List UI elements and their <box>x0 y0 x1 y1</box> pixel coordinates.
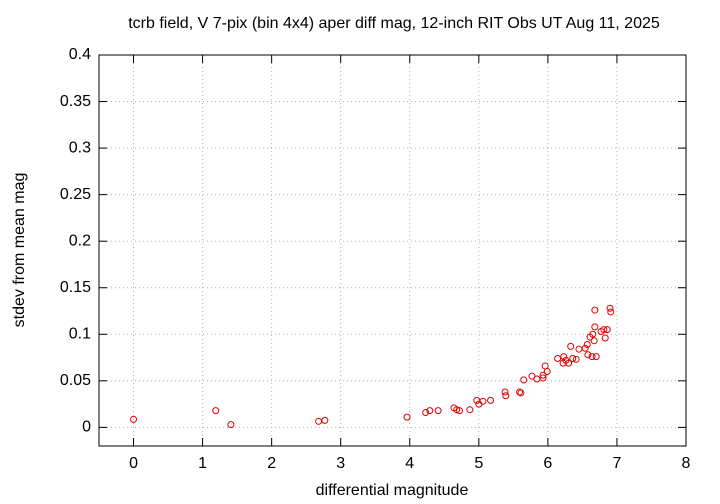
x-tick-label: 5 <box>474 455 483 472</box>
point <box>569 354 577 362</box>
point <box>539 374 547 382</box>
point <box>502 392 510 400</box>
point <box>466 406 474 414</box>
point <box>543 368 551 376</box>
point <box>592 353 600 361</box>
point <box>603 326 611 334</box>
y-tick-label: 0.35 <box>60 93 91 110</box>
y-tick-label: 0.1 <box>69 326 91 343</box>
point <box>591 306 599 314</box>
point <box>403 413 411 421</box>
x-tick-label: 2 <box>267 455 276 472</box>
y-axis-label: stdev from mean mag <box>11 173 28 328</box>
point <box>591 323 599 331</box>
point <box>560 353 568 361</box>
y-tick-label: 0 <box>82 419 91 436</box>
point <box>130 415 138 423</box>
point <box>588 353 596 361</box>
point <box>487 396 495 404</box>
y-tick-label: 0.15 <box>60 279 91 296</box>
point <box>600 326 608 334</box>
x-tick-label: 7 <box>612 455 621 472</box>
point <box>520 376 528 384</box>
point <box>589 330 597 338</box>
point <box>426 407 434 415</box>
x-tick-label: 8 <box>682 455 691 472</box>
y-tick-label: 0.25 <box>60 186 91 203</box>
x-tick-label: 4 <box>405 455 414 472</box>
point <box>565 359 573 367</box>
x-tick-label: 3 <box>336 455 345 472</box>
y-tick-label: 0.05 <box>60 372 91 389</box>
point <box>567 342 575 350</box>
point <box>607 308 615 316</box>
y-tick-label: 0.3 <box>69 139 91 156</box>
x-axis-label: differential magnitude <box>316 482 469 499</box>
point <box>227 421 235 429</box>
chart-title: tcrb field, V 7-pix (bin 4x4) aper diff … <box>128 15 660 32</box>
point <box>539 371 547 379</box>
point <box>455 407 463 415</box>
point <box>606 304 614 312</box>
y-tick-label: 0.4 <box>69 46 91 63</box>
x-tick-label: 6 <box>543 455 552 472</box>
point <box>517 389 525 397</box>
plot-frame <box>98 54 687 447</box>
x-tick-label: 0 <box>129 455 138 472</box>
point <box>583 341 591 349</box>
point <box>584 351 592 359</box>
point <box>479 397 487 405</box>
point <box>516 388 524 396</box>
point <box>501 388 509 396</box>
point <box>590 337 598 345</box>
x-tick-label: 1 <box>198 455 207 472</box>
y-tick-label: 0.2 <box>69 232 91 249</box>
point <box>554 354 562 362</box>
point <box>581 344 589 352</box>
point <box>321 416 329 424</box>
point <box>601 334 609 342</box>
point <box>434 407 442 415</box>
point <box>212 407 220 415</box>
point <box>572 355 580 363</box>
point <box>422 408 430 416</box>
